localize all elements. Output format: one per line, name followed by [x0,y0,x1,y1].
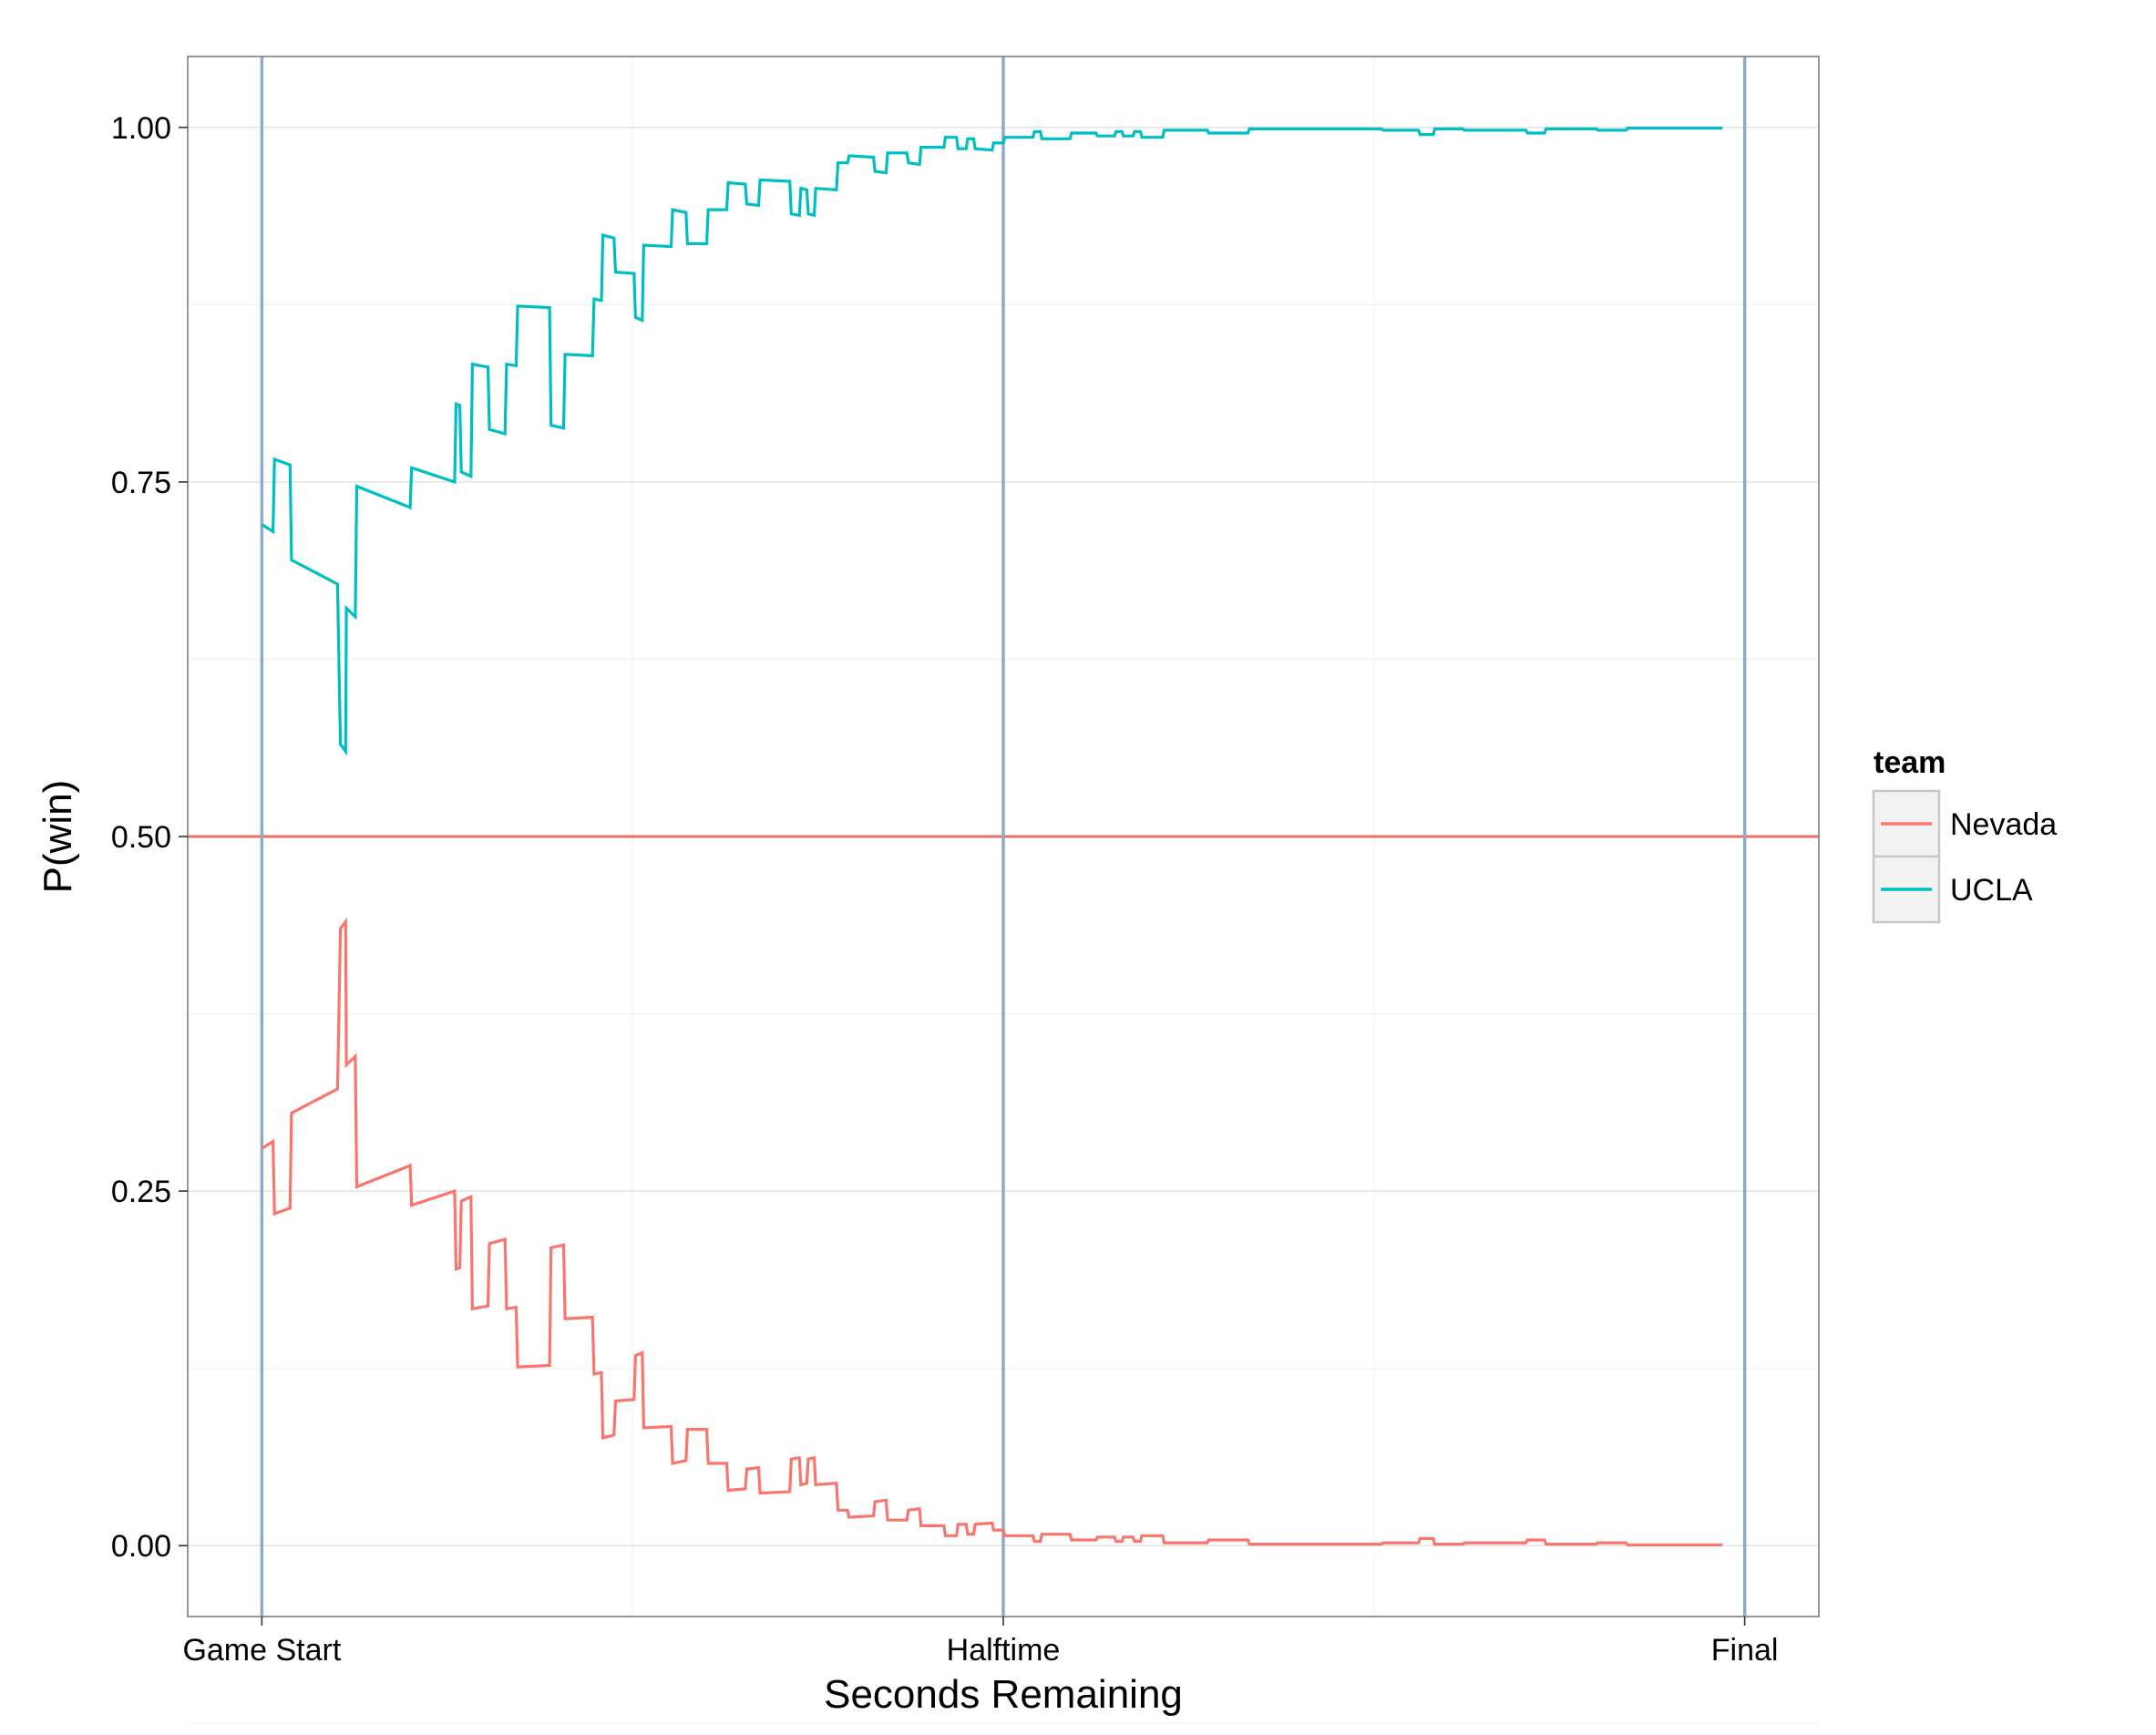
y-axis: 0.00 0.25 0.50 0.75 1.00 [111,111,188,1564]
legend: team Nevada UCLA [1872,745,2057,924]
series-line-ucla [261,127,1723,756]
x-axis: Game Start Halftime Final [182,1617,1778,1668]
legend-title: team [1874,745,1946,780]
legend-label-ucla: UCLA [1950,873,2033,908]
y-tick-label: 0.00 [111,1529,171,1564]
y-tick-label: 0.50 [111,820,171,855]
x-axis-title: Seconds Remaining [824,1672,1183,1717]
x-tick-label: Game Start [182,1633,341,1668]
reference-lines [188,56,1819,1617]
y-tick-label: 1.00 [111,111,171,146]
y-tick-label: 0.25 [111,1175,171,1209]
y-tick-label: 0.75 [111,466,171,500]
legend-label-nevada: Nevada [1950,807,2057,842]
series-layer [261,127,1723,1546]
y-axis-title: P(win) [36,780,80,894]
series-line-nevada [261,917,1723,1546]
x-tick-label: Final [1711,1633,1779,1668]
x-tick-label: Halftime [947,1633,1061,1668]
